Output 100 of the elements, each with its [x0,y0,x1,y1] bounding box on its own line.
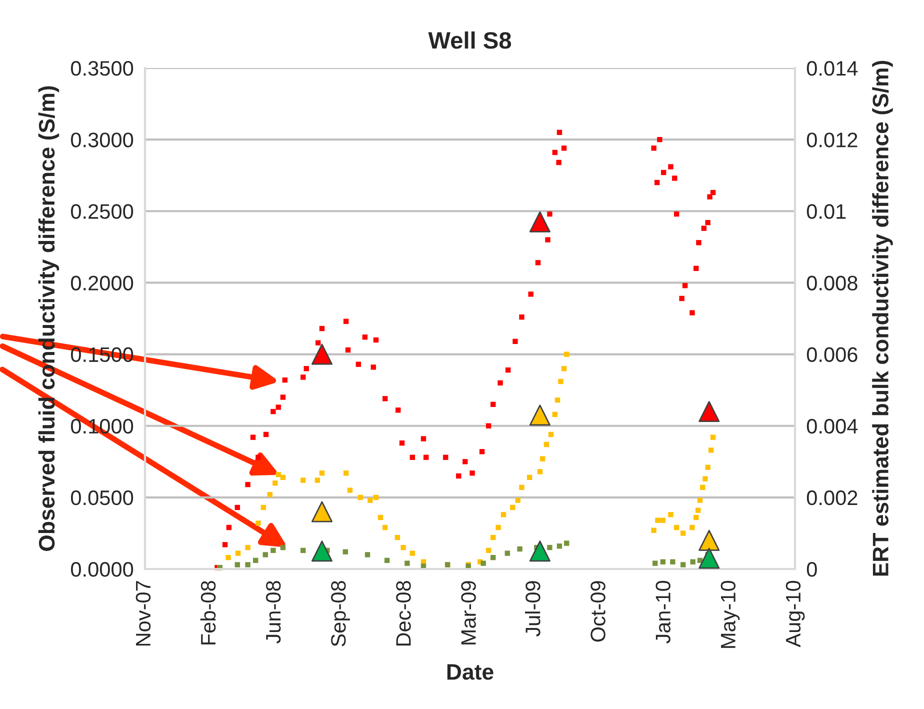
point [373,494,379,500]
point [500,512,506,518]
point [347,488,353,493]
x-tick-label: Aug-10 [786,580,805,648]
point [319,470,325,476]
point [256,520,261,526]
point [364,552,370,558]
point [702,476,708,482]
point [668,512,674,518]
y-tick-label: 0.0000 [70,562,134,577]
point [529,211,550,232]
y2-tick-label: 0.01 [806,204,846,219]
point [556,544,562,549]
point [698,530,720,551]
x-tick-label: Jun-08 [266,581,281,644]
point [674,524,680,530]
point [404,560,410,566]
point [490,554,496,560]
x-tick-label: Nov-07 [136,581,151,646]
point [670,559,676,564]
x-tick-label: Sep-08 [331,581,350,646]
point [517,546,522,552]
y2-tick-label: 0 [806,562,817,577]
point [700,484,706,490]
point [400,544,406,550]
point [234,562,240,568]
point [697,498,703,503]
point [280,474,286,480]
point [698,548,720,569]
point [410,550,416,556]
point [343,470,349,476]
point [564,352,570,357]
point [510,504,516,510]
point [660,518,666,523]
point [558,378,564,384]
x-tick-label: Jan-10 [656,580,670,644]
point [548,432,554,438]
point [496,524,501,530]
point [311,501,332,522]
x-tick-label: May-10 [720,580,740,648]
y2-axis-title: ERT estimated bulk conductivity difference (S/m) [872,60,893,576]
point [272,480,278,486]
point [547,544,552,550]
point [695,508,701,513]
chart-title: Well S8 [428,31,512,49]
point [490,534,496,540]
y2-tick-label: 0.002 [806,490,858,506]
y-tick-label: 0.0500 [70,490,134,506]
point [564,540,570,546]
x-axis-title: Date [447,664,494,680]
x-tick-label: Dec-08 [396,581,411,646]
point [260,504,266,510]
point [300,548,306,553]
y-tick-label: 0.3500 [70,61,134,76]
y-tick-label: 0.2500 [70,204,134,219]
point [694,514,699,520]
point [561,366,567,372]
point [382,524,388,530]
y-tick-label: 0.3000 [70,132,134,148]
y-axis-title: Observed fluid conductivity difference (S/m) [38,86,60,551]
point [660,559,666,564]
point [394,534,400,540]
x-tick-label: Jul-09 [525,581,540,637]
point [270,548,276,553]
point [235,550,241,556]
point [342,549,348,554]
point [515,498,520,503]
point [311,540,332,562]
point [698,401,720,422]
point [267,492,273,498]
point [680,530,686,536]
point [358,494,363,500]
point [529,540,550,562]
point [680,562,686,568]
point [226,554,231,560]
point [245,562,250,568]
point [537,469,543,474]
y2-tick-label: 0.004 [806,418,858,434]
y2-tick-label: 0.012 [806,132,858,148]
point [480,560,486,566]
point [519,484,524,490]
point [710,434,716,440]
point [552,412,558,418]
point [690,559,696,564]
point [651,528,656,533]
point [526,474,532,480]
point [705,464,710,470]
y-tick-label: 0.2000 [70,276,134,290]
point [554,397,560,403]
point [253,558,258,564]
point [544,442,550,448]
point [378,514,384,520]
x-tick-label: Feb-08 [200,581,216,644]
point [311,344,332,365]
point [708,448,714,453]
point [314,478,320,483]
y2-tick-label: 0.008 [806,276,858,290]
point [384,558,390,564]
y2-tick-label: 0.014 [806,61,858,76]
point [368,498,373,503]
